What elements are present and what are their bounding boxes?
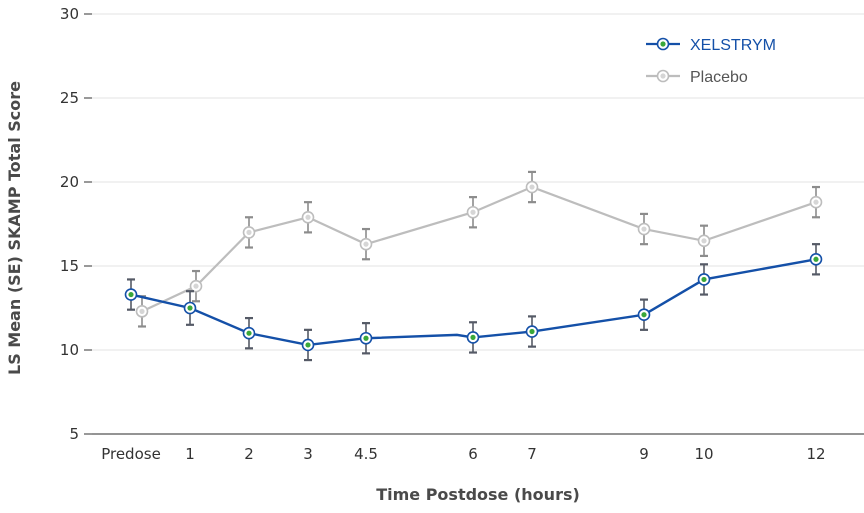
y-tick-label: 20 bbox=[60, 173, 79, 191]
legend-item: XELSTRYM bbox=[646, 37, 776, 54]
data-point-center bbox=[305, 214, 311, 220]
x-tick-label: 7 bbox=[527, 445, 537, 463]
series-placebo bbox=[135, 170, 823, 328]
x-tick-label: 3 bbox=[303, 445, 313, 463]
series-line bbox=[130, 258, 817, 347]
data-point-center bbox=[641, 312, 647, 318]
gridlines bbox=[92, 13, 864, 351]
x-tick-label: 4.5 bbox=[354, 445, 378, 463]
x-tick-label: 10 bbox=[694, 445, 713, 463]
x-tick-label: 6 bbox=[468, 445, 478, 463]
y-tick-label: 10 bbox=[60, 341, 79, 359]
data-point-center bbox=[363, 335, 369, 341]
data-point-center bbox=[246, 330, 252, 336]
legend-item: Placebo bbox=[646, 69, 748, 86]
data-point-center bbox=[246, 229, 252, 235]
data-point-center bbox=[128, 291, 134, 298]
legend-label: Placebo bbox=[690, 69, 748, 86]
legend-marker-center bbox=[660, 73, 666, 79]
legend: XELSTRYM Placebo bbox=[646, 37, 776, 86]
y-tick-label: 15 bbox=[60, 257, 79, 275]
data-point-center bbox=[701, 276, 707, 283]
data-point-center bbox=[529, 184, 535, 190]
data-point-center bbox=[470, 209, 476, 215]
data-point-center bbox=[139, 308, 145, 314]
data-point-center bbox=[470, 334, 476, 340]
data-point-center bbox=[813, 256, 819, 262]
data-point-center bbox=[641, 226, 647, 232]
x-tick-label: 9 bbox=[639, 445, 649, 463]
series-line bbox=[141, 185, 817, 313]
data-point-center bbox=[187, 305, 193, 311]
data-point-center bbox=[701, 238, 707, 244]
x-axis-title: Time Postdose (hours) bbox=[376, 485, 580, 504]
y-axis-ticks: 5 10 15 20 25 30 bbox=[60, 5, 92, 443]
data-point-center bbox=[363, 241, 369, 247]
y-tick-label: 25 bbox=[60, 89, 79, 107]
legend-label: XELSTRYM bbox=[690, 37, 776, 54]
data-point-center bbox=[305, 342, 311, 348]
x-tick-label: Predose bbox=[101, 445, 161, 463]
data-point-center bbox=[193, 283, 199, 289]
data-point-center bbox=[813, 199, 819, 205]
x-tick-label: 12 bbox=[806, 445, 825, 463]
x-tick-label: 2 bbox=[244, 445, 254, 463]
legend-marker-center bbox=[660, 41, 666, 47]
x-axis-ticks: Predose 1 2 3 4.5 6 7 9 10 12 bbox=[101, 445, 825, 463]
data-point-center bbox=[529, 328, 535, 335]
series-xelstrym bbox=[124, 243, 823, 362]
series-group bbox=[124, 170, 823, 362]
x-tick-label: 1 bbox=[185, 445, 195, 463]
y-axis-title: LS Mean (SE) SKAMP Total Score bbox=[5, 81, 24, 375]
y-tick-label: 30 bbox=[60, 5, 79, 23]
y-tick-label: 5 bbox=[69, 425, 79, 443]
